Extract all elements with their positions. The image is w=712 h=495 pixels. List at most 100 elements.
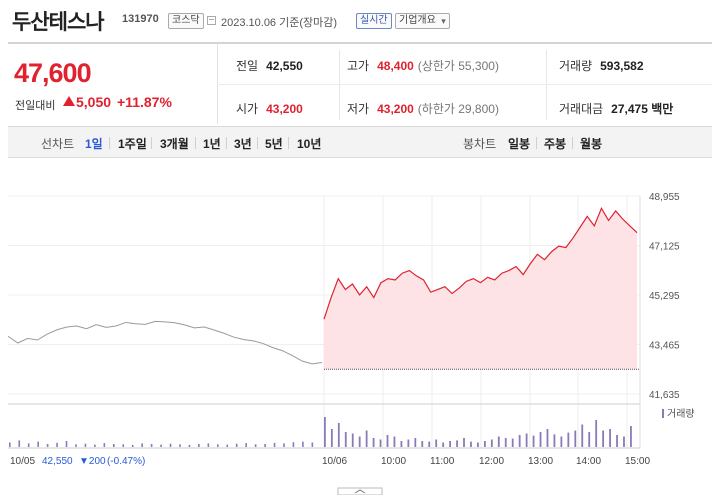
tab-1-week[interactable]: 1주일 xyxy=(118,137,147,151)
company-overview-button[interactable]: 기업개요 xyxy=(395,13,450,29)
y-tick-label: 41,635 xyxy=(649,390,680,401)
x-tick-label: 14:00 xyxy=(576,456,601,467)
volume-bar xyxy=(560,436,563,447)
lower-limit: (하한가 29,800) xyxy=(417,102,499,116)
line-chart-title: 선차트 xyxy=(41,137,75,151)
volume-bar xyxy=(226,444,229,447)
volume-bar xyxy=(546,429,549,447)
prev-day-price-line xyxy=(7,320,323,365)
divider xyxy=(257,137,258,149)
volume-bar xyxy=(160,444,162,447)
volume-bar xyxy=(46,444,49,447)
volume-value: 593,582 xyxy=(600,59,644,73)
volume-legend-label: 거래량 xyxy=(667,408,695,420)
volume-bar xyxy=(207,443,210,447)
current-price-box: 47,600 전일대비 5,050 +11.87% xyxy=(8,44,218,124)
y-tick-label: 47,125 xyxy=(649,242,680,253)
volume-bar xyxy=(65,441,68,447)
y-axis-labels: 48,955 47,125 45,295 43,465 41,635 xyxy=(649,192,680,401)
stock-header: 두산테스나 131970 코스닥 2023.10.06 기준(장마감) 실시간 … xyxy=(0,0,712,42)
high-value: 48,400 xyxy=(377,59,414,73)
y-tick-label: 48,955 xyxy=(649,192,680,203)
volume-bar xyxy=(235,443,238,447)
volume-bar xyxy=(456,440,458,447)
low-label: 저가 xyxy=(347,102,370,116)
volume-bar xyxy=(525,433,528,447)
volume-bar xyxy=(264,444,266,447)
volume-bar xyxy=(311,442,314,447)
chart-scroll-handle[interactable] xyxy=(337,487,383,495)
volume-bar xyxy=(539,432,542,447)
realtime-badge[interactable]: 실시간 xyxy=(356,13,392,29)
volume-bar xyxy=(372,438,375,447)
volume-bar xyxy=(386,435,389,447)
divider xyxy=(536,137,537,149)
x-axis-labels: 10/06 10:00 11:00 12:00 13:00 14:00 15:00 xyxy=(322,456,650,467)
price-chart[interactable]: 48,955 47,125 45,295 43,465 41,635 거래량 10/06… xyxy=(0,160,712,495)
tab-3-months[interactable]: 3개월 xyxy=(160,137,189,151)
tab-10-years[interactable]: 10년 xyxy=(297,137,322,151)
x-tick-label: 10:00 xyxy=(381,456,406,467)
x-tick-label: 13:00 xyxy=(528,456,553,467)
stock-code: 131970 xyxy=(122,13,159,25)
tab-weekly-candle[interactable]: 주봉 xyxy=(544,137,567,151)
volume-bar xyxy=(477,442,479,447)
volume-bar xyxy=(421,441,424,447)
divider xyxy=(339,50,340,120)
x-tick-label: 15:00 xyxy=(625,456,650,467)
volume-bar xyxy=(588,432,591,447)
volume-bar xyxy=(344,432,347,447)
volume-bar xyxy=(9,442,11,447)
tab-monthly-candle[interactable]: 월봉 xyxy=(580,137,603,151)
y-tick-label: 45,295 xyxy=(649,291,680,302)
volume-bar xyxy=(518,435,521,447)
y-tick-label: 43,465 xyxy=(649,341,680,352)
candle-chart-title: 봉차트 xyxy=(463,137,497,151)
volume-bar xyxy=(188,444,191,447)
open-stat: 시가 43,200 xyxy=(236,100,303,117)
base-date: 2023.10.06 기준(장마감) xyxy=(221,17,338,29)
volume-bar xyxy=(442,442,445,447)
volume-bar xyxy=(609,429,611,447)
volume-bar xyxy=(37,441,39,447)
tab-5-years[interactable]: 5년 xyxy=(265,137,283,151)
volume-bar xyxy=(630,426,632,447)
tab-3-years[interactable]: 3년 xyxy=(234,137,252,151)
volume-bar xyxy=(623,436,625,447)
volume-bar xyxy=(435,439,438,447)
volume-bar xyxy=(483,441,486,447)
volume-bar xyxy=(511,438,514,447)
volume-bar xyxy=(337,423,340,447)
tab-1-day[interactable]: 1일 xyxy=(85,137,103,151)
change-value: 5,050 xyxy=(76,94,112,110)
volume-bar xyxy=(567,432,570,447)
trade-amount-stat: 거래대금 27,475 백만 xyxy=(559,100,673,117)
prev-close-label: 전일 xyxy=(236,59,259,73)
divider xyxy=(288,137,289,149)
divider xyxy=(109,137,110,149)
volume-bar xyxy=(254,444,257,447)
divider xyxy=(226,137,227,149)
prev-close-value: 42,550 xyxy=(266,59,303,73)
chart-period-tabs: 선차트 1일 1주일 3개월 1년 3년 5년 10년 봉차트 일봉 주봉 월봉 xyxy=(8,126,712,158)
volume-bar xyxy=(497,436,500,447)
volume-bar xyxy=(463,438,465,447)
volume-bar xyxy=(283,443,285,447)
trade-amount-value: 27,475 백만 xyxy=(611,102,674,116)
volume-bar xyxy=(365,430,368,447)
volume-bar xyxy=(330,429,333,447)
volume-bar xyxy=(504,438,507,447)
open-value: 43,200 xyxy=(266,102,303,116)
volume-bar xyxy=(56,442,58,447)
volume-bar xyxy=(428,441,431,447)
trade-amount-label: 거래대금 xyxy=(559,102,604,116)
prev-close-stat: 전일 42,550 xyxy=(236,57,303,74)
volume-bar xyxy=(414,438,417,447)
price-summary: 47,600 전일대비 5,050 +11.87% 전일 42,550 고가 48,… xyxy=(8,42,712,124)
tab-1-year[interactable]: 1년 xyxy=(203,137,221,151)
volume-bar xyxy=(581,424,584,447)
tab-daily-candle[interactable]: 일봉 xyxy=(508,137,531,151)
volume-bar xyxy=(103,443,106,447)
upper-limit: (상한가 55,300) xyxy=(417,59,499,73)
volume-label: 거래량 xyxy=(559,59,593,73)
